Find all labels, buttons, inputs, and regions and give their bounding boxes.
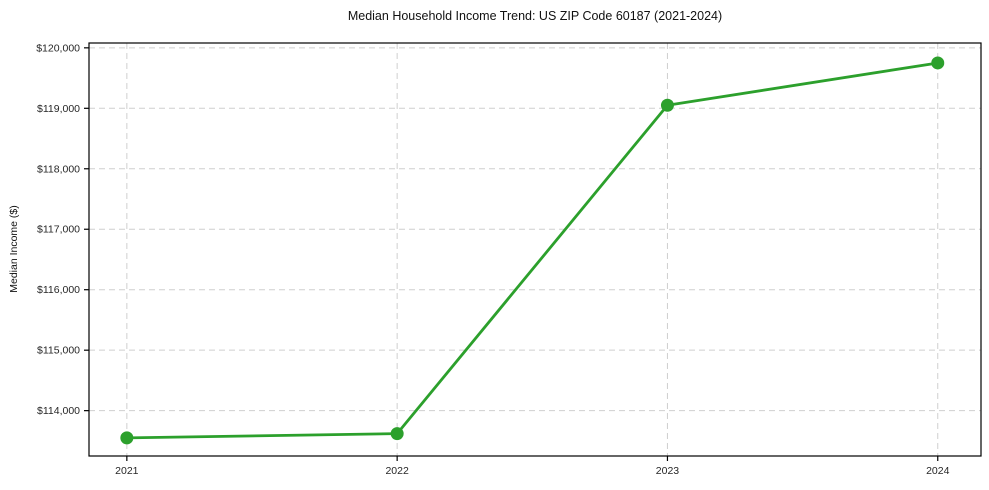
y-tick-label: $120,000 bbox=[36, 42, 80, 54]
data-point bbox=[660, 98, 674, 112]
data-point bbox=[120, 431, 134, 445]
plot-border bbox=[88, 42, 982, 457]
y-tick-label: $118,000 bbox=[37, 163, 80, 175]
y-tick-label: $114,000 bbox=[37, 405, 80, 417]
data-line bbox=[125, 61, 940, 440]
y-tick-label: $117,000 bbox=[37, 224, 80, 236]
x-tick-label: 2023 bbox=[656, 465, 680, 477]
x-tick-label: 2022 bbox=[385, 465, 409, 477]
y-tick-label: $119,000 bbox=[37, 103, 80, 115]
y-tick-label: $115,000 bbox=[37, 345, 80, 357]
y-axis-label: Median Income ($) bbox=[8, 205, 20, 293]
y-tick-label: $116,000 bbox=[37, 284, 80, 296]
x-tick-label: 2021 bbox=[115, 465, 139, 477]
chart-title: Median Household Income Trend: US ZIP Co… bbox=[347, 9, 723, 23]
x-tick-label: 2024 bbox=[926, 465, 950, 477]
data-point bbox=[390, 427, 404, 441]
data-point bbox=[931, 56, 945, 70]
